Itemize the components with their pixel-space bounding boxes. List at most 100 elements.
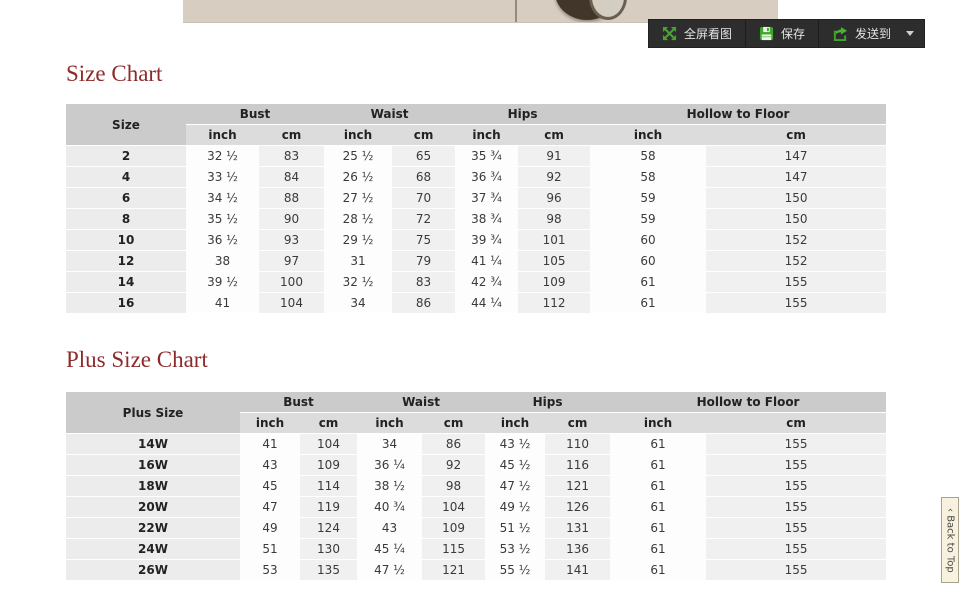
hollow-to-floor-header: Hollow to Floor [590, 104, 887, 125]
measurement-cell: 25 ½ [324, 145, 393, 167]
group-header-row: Plus Size Bust Waist Hips Hollow to Floo… [66, 392, 887, 434]
measurement-cell: 88 [259, 187, 325, 209]
save-label: 保存 [781, 27, 806, 41]
measurement-cell: 47 ½ [485, 475, 546, 497]
measurement-cell: 29 ½ [324, 229, 393, 251]
measurement-cell: 155 [706, 559, 887, 581]
measurement-cell: 41 [240, 433, 300, 455]
measurement-cell: 101 [518, 229, 591, 251]
measurement-cell: 38 [186, 250, 259, 272]
measurement-cell: 49 [240, 517, 300, 539]
measurement-cell: 131 [545, 517, 611, 539]
measurement-cell: 155 [706, 496, 887, 518]
measurement-cell: 32 ½ [186, 145, 259, 167]
measurement-cell: 47 [240, 496, 300, 518]
size-cell: 26W [66, 559, 240, 581]
measurement-cell: 45 ¼ [357, 538, 423, 560]
save-button[interactable]: 保存 [745, 20, 818, 47]
size-cell: 2 [66, 145, 186, 167]
measurement-cell: 155 [706, 538, 887, 560]
measurement-cell: 61 [610, 433, 707, 455]
size-cell: 4 [66, 166, 186, 188]
size-cell: 14 [66, 271, 186, 293]
unit-header-cm: cm [518, 124, 591, 146]
measurement-cell: 75 [392, 229, 456, 251]
back-to-top-button[interactable]: ‹ Back to Top [941, 497, 959, 583]
measurement-cell: 37 ¾ [455, 187, 519, 209]
unit-header-cm: cm [300, 412, 358, 434]
measurement-cell: 116 [545, 454, 611, 476]
measurement-cell: 130 [300, 538, 358, 560]
measurement-cell: 152 [706, 229, 887, 251]
measurement-cell: 61 [590, 271, 707, 293]
measurement-cell: 90 [259, 208, 325, 230]
measurement-cell: 27 ½ [324, 187, 393, 209]
measurement-cell: 92 [518, 166, 591, 188]
measurement-cell: 40 ¾ [357, 496, 423, 518]
measurement-cell: 104 [300, 433, 358, 455]
size-cell: 24W [66, 538, 240, 560]
measurement-cell: 38 ½ [357, 475, 423, 497]
size-column-header: Size [66, 104, 186, 146]
measurement-cell: 150 [706, 187, 887, 209]
measurement-cell: 68 [392, 166, 456, 188]
measurement-cell: 126 [545, 496, 611, 518]
photo-divider-line [515, 0, 517, 22]
units-header-row: inch cm inch cm inch cm inch cm [66, 412, 887, 434]
measurement-cell: 36 ¾ [455, 166, 519, 188]
measurement-cell: 58 [590, 166, 707, 188]
table-row: 2 32 ½ 83 25 ½ 65 35 ¾ 91 58 147 [66, 145, 887, 167]
measurement-cell: 51 [240, 538, 300, 560]
measurement-cell: 109 [300, 454, 358, 476]
measurement-cell: 35 ½ [186, 208, 259, 230]
table-row: 26W 53 135 47 ½ 121 55 ½ 141 61 155 [66, 559, 887, 581]
measurement-cell: 31 [324, 250, 393, 272]
measurement-cell: 41 ¼ [455, 250, 519, 272]
measurement-cell: 45 [240, 475, 300, 497]
units-header-row: inch cm inch cm inch cm inch cm [66, 124, 887, 146]
table-row: 14 39 ½ 100 32 ½ 83 42 ¾ 109 61 155 [66, 271, 887, 293]
measurement-cell: 119 [300, 496, 358, 518]
measurement-cell: 43 [357, 517, 423, 539]
measurement-cell: 61 [610, 454, 707, 476]
measurement-cell: 105 [518, 250, 591, 272]
unit-header-inch: inch [485, 412, 546, 434]
table-row: 20W 47 119 40 ¾ 104 49 ½ 126 61 155 [66, 496, 887, 518]
size-cell: 6 [66, 187, 186, 209]
unit-header-inch: inch [324, 124, 393, 146]
size-cell: 16W [66, 454, 240, 476]
measurement-cell: 42 ¾ [455, 271, 519, 293]
measurement-cell: 152 [706, 250, 887, 272]
table-row: 22W 49 124 43 109 51 ½ 131 61 155 [66, 517, 887, 539]
measurement-cell: 141 [545, 559, 611, 581]
measurement-cell: 86 [392, 292, 456, 314]
send-to-button[interactable]: 发送到 [818, 20, 904, 47]
chevron-up-icon: ‹ [944, 507, 956, 512]
measurement-cell: 96 [518, 187, 591, 209]
fullscreen-view-button[interactable]: 全屏看图 [649, 20, 745, 47]
measurement-cell: 155 [706, 433, 887, 455]
send-to-dropdown[interactable] [904, 20, 924, 47]
measurement-cell: 110 [545, 433, 611, 455]
measurement-cell: 114 [300, 475, 358, 497]
table-row: 18W 45 114 38 ½ 98 47 ½ 121 61 155 [66, 475, 887, 497]
unit-header-cm: cm [706, 412, 887, 434]
table-row: 6 34 ½ 88 27 ½ 70 37 ¾ 96 59 150 [66, 187, 887, 209]
measurement-cell: 61 [610, 517, 707, 539]
measurement-cell: 155 [706, 292, 887, 314]
hollow-to-floor-header: Hollow to Floor [610, 392, 887, 413]
save-floppy-icon [759, 26, 774, 41]
measurement-cell: 147 [706, 166, 887, 188]
measurement-cell: 60 [590, 229, 707, 251]
measurement-cell: 34 [357, 433, 423, 455]
size-chart-table: Size Bust Waist Hips Hollow to Floor inc… [66, 104, 887, 314]
measurement-cell: 43 [240, 454, 300, 476]
table-row: 24W 51 130 45 ¼ 115 53 ½ 136 61 155 [66, 538, 887, 560]
measurement-cell: 61 [610, 538, 707, 560]
group-header-row: Size Bust Waist Hips Hollow to Floor [66, 104, 887, 146]
measurement-cell: 150 [706, 208, 887, 230]
size-cell: 14W [66, 433, 240, 455]
unit-header-inch: inch [357, 412, 423, 434]
measurement-cell: 72 [392, 208, 456, 230]
